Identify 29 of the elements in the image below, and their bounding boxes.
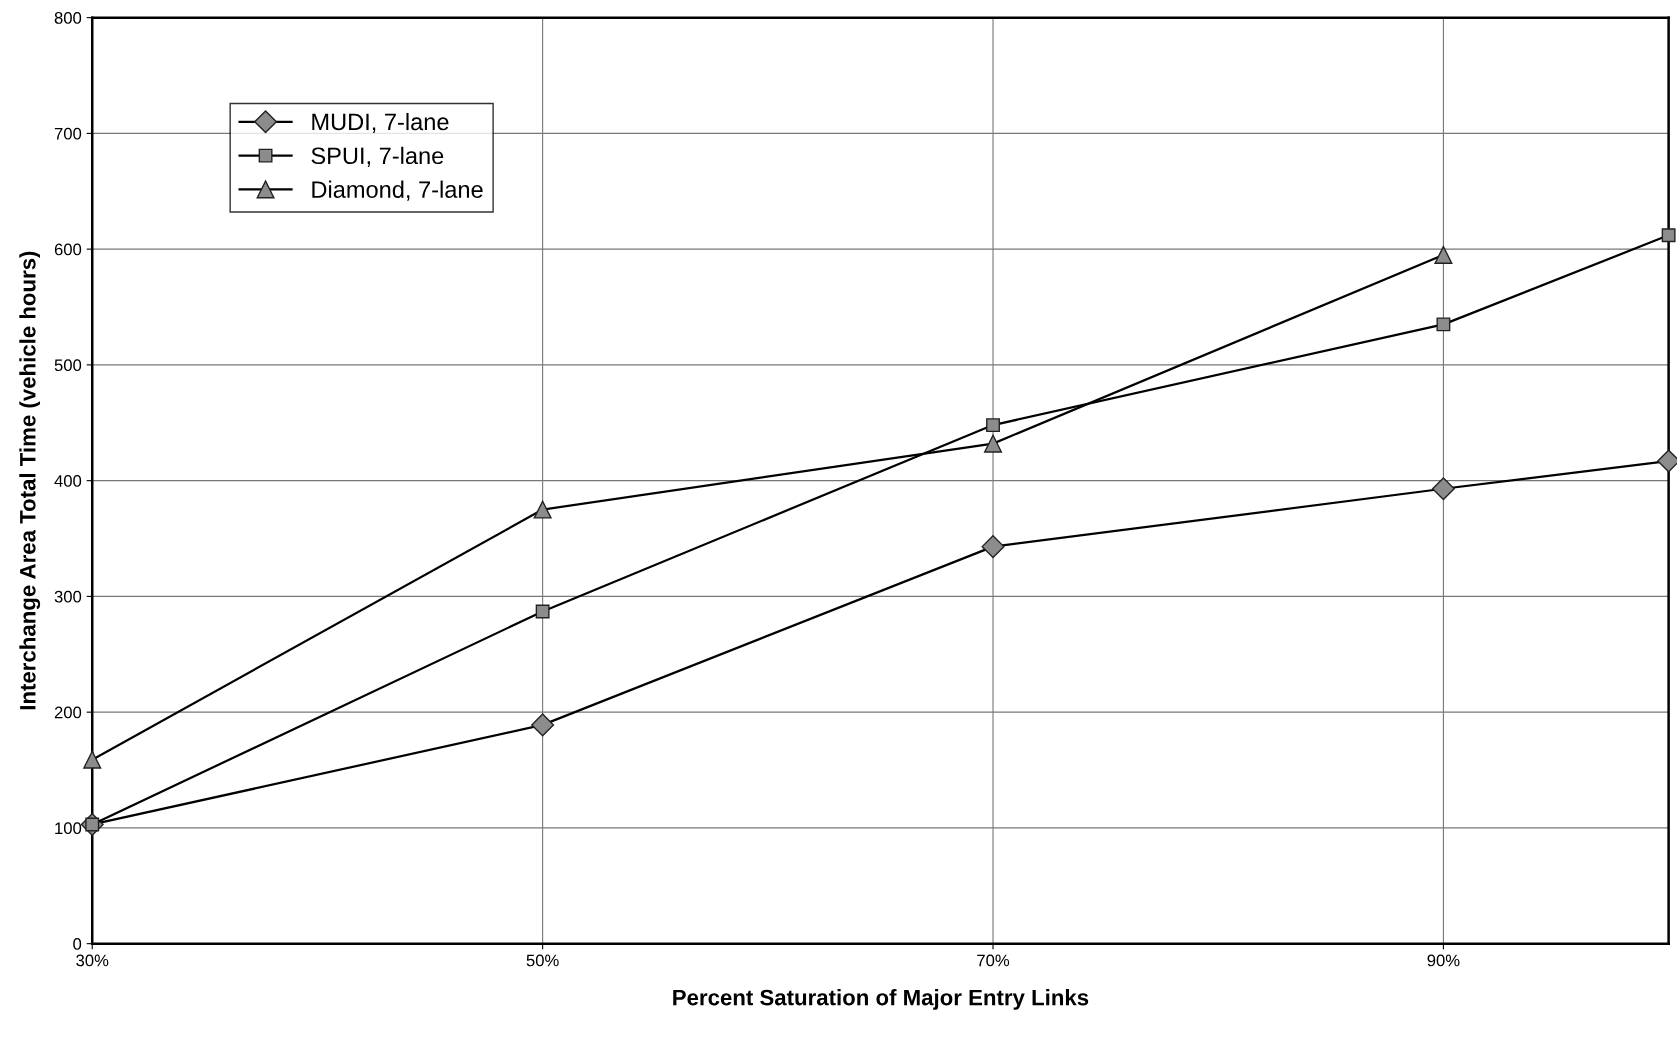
point (533, 500, 552, 519)
point (535, 604, 550, 619)
point (1661, 228, 1676, 243)
point (1436, 317, 1451, 332)
y-tick-label: 500 (54, 359, 82, 372)
x-tick-label: 70% (977, 954, 1010, 967)
point (531, 713, 555, 737)
point (986, 418, 1000, 433)
x-tick-label: 30% (76, 954, 109, 967)
x-axis-title: Percent Saturation of Major Entry Links (673, 989, 1089, 1010)
y-tick-label: 200 (54, 706, 82, 719)
legend-label: MUDI, 7-lane (312, 112, 449, 134)
x-tick-label: 50% (526, 954, 559, 967)
point (983, 434, 1003, 453)
point (1434, 245, 1453, 264)
y-axis-title: Interchange Area Total Time (vehicle hours) (19, 251, 41, 710)
point (1431, 477, 1455, 501)
y-tick-label: 0 (73, 938, 82, 950)
point (83, 750, 102, 769)
y-tick-label: 400 (54, 475, 82, 487)
y-tick-label: 100 (55, 822, 82, 835)
point (981, 535, 1005, 559)
y-tick-label: 600 (54, 243, 82, 256)
legend-label: SPUI, 7-lane (311, 146, 444, 167)
x-tick-label: 90% (1427, 954, 1460, 967)
y-tick-label: 800 (54, 12, 82, 24)
y-tick-label: 700 (54, 127, 82, 140)
legend-label: Diamond, 7-lane (312, 180, 483, 201)
y-tick-label: 300 (54, 590, 82, 603)
